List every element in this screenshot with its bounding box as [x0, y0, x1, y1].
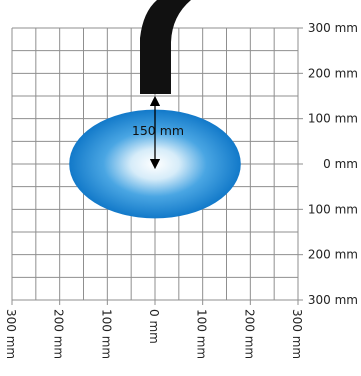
right-axis-label: 200 mm — [308, 248, 358, 262]
right-axis-label: 100 mm — [308, 112, 358, 126]
bottom-axis-label: 100 mm — [195, 309, 209, 359]
right-axis-label: 0 mm — [323, 157, 358, 171]
distance-label: 150 mm — [132, 123, 184, 138]
right-axis-label: 300 mm — [308, 21, 358, 35]
bottom-axis-label: 300 mm — [290, 309, 304, 359]
right-axis-label: 300 mm — [308, 293, 358, 307]
bottom-axis-label: 0 mm — [147, 309, 161, 344]
bottom-axis-label: 100 mm — [99, 309, 113, 359]
bottom-axis-labels: 300 mm 200 mm 100 mm 0 mm 100 mm 200 mm 300 mm — [4, 309, 304, 359]
right-axis-label: 200 mm — [308, 66, 358, 80]
right-axis-label: 100 mm — [308, 202, 358, 216]
right-axis-labels: 300 mm 200 mm 100 mm 0 mm 100 mm 200 mm 300 mm — [308, 21, 358, 307]
nozzle-tube — [140, 0, 191, 94]
bottom-axis-label: 300 mm — [4, 309, 18, 359]
bottom-axis-label: 200 mm — [242, 309, 256, 359]
bottom-axis-label: 200 mm — [52, 309, 66, 359]
